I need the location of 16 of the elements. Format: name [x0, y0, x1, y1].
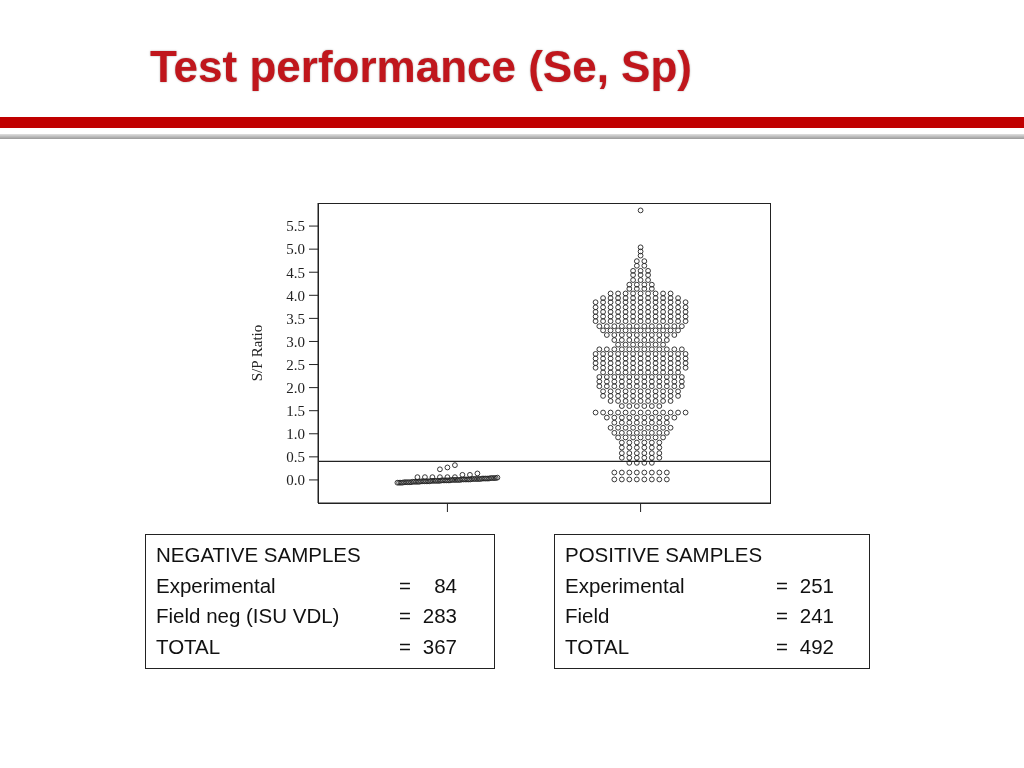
y-tick-label: 2.5: [286, 356, 305, 373]
y-tick-label: 5.0: [286, 241, 305, 258]
y-tick-label: 5.5: [286, 218, 305, 235]
y-tick-label: 3.0: [286, 333, 305, 350]
y-tick-label: 0.5: [286, 449, 305, 466]
note-box: NEGATIVE SAMPLES Experimental = 84 Field neg (ISU VDL) = 283 TOTAL = 367: [145, 534, 495, 669]
y-tick-label: 3.5: [286, 310, 305, 327]
y-tick-label: 1.0: [286, 426, 305, 443]
y-tick-label: 0.0: [286, 472, 305, 489]
y-axis-title: S/P Ratio: [249, 324, 266, 382]
chart-title: Test performance (Se, Sp): [150, 42, 692, 91]
y-tick-label: 4.0: [286, 287, 305, 304]
y-tick-label: 4.5: [286, 264, 305, 281]
y-tick-label: 1.5: [286, 403, 305, 420]
note-box: POSITIVE SAMPLES Experimental = 251 Field = 241 TOTAL = 492: [554, 534, 870, 669]
y-tick-label: 2.0: [286, 379, 305, 396]
